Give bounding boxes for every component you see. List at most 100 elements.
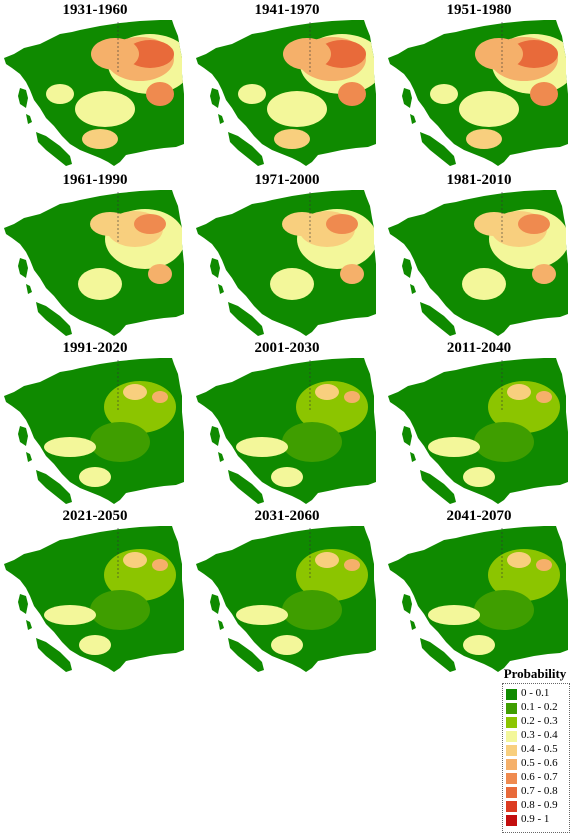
probability-zone (79, 635, 111, 655)
probability-map (196, 20, 376, 166)
legend-label: 0.9 - 1 (521, 813, 550, 825)
panel-title: 1981-2010 (446, 172, 512, 188)
probability-surface (236, 549, 368, 655)
probability-zone (123, 552, 147, 568)
island (210, 88, 220, 108)
probability-zone (338, 82, 366, 106)
probability-surface (236, 381, 368, 487)
legend-swatch (506, 731, 517, 742)
probability-zone (428, 605, 480, 625)
probability-zone (44, 605, 96, 625)
panel-title: 2001-2030 (254, 340, 320, 356)
island (410, 284, 416, 294)
probability-zone (79, 467, 111, 487)
panel-title: 1931-1960 (62, 2, 128, 18)
island (26, 620, 32, 630)
probability-zone (315, 552, 339, 568)
probability-zone (507, 552, 531, 568)
island (18, 258, 28, 278)
probability-zone (340, 264, 364, 284)
probability-zone (474, 212, 514, 236)
probability-zone (428, 437, 480, 457)
island (410, 620, 416, 630)
legend-label: 0.5 - 0.6 (521, 757, 558, 769)
probability-map (4, 20, 184, 166)
probability-zone (90, 422, 150, 462)
map-panel: 1951-1980 (384, 0, 574, 170)
probability-zone (236, 605, 288, 625)
probability-zone (536, 559, 552, 571)
probability-surface (430, 34, 568, 149)
probability-zone (518, 214, 550, 234)
island (420, 638, 456, 672)
probability-zone (510, 40, 558, 68)
probability-surface (428, 381, 560, 487)
probability-zone (474, 590, 534, 630)
probability-zone (146, 82, 174, 106)
probability-zone (270, 268, 314, 300)
probability-zone (462, 268, 506, 300)
probability-zone (466, 129, 502, 149)
map-panel: 1991-2020 (0, 338, 190, 508)
legend-box: 0 - 0.1 0.1 - 0.2 0.2 - 0.3 0.3 - 0.4 0.… (502, 683, 570, 833)
legend-title: Probability (503, 666, 567, 681)
probability-zone (344, 559, 360, 571)
probability-zone (530, 82, 558, 106)
map-panel: 1971-2000 (192, 170, 382, 340)
probability-zone (463, 635, 495, 655)
legend-swatch (506, 773, 517, 784)
probability-zone (318, 40, 366, 68)
map-panel: 2031-2060 (192, 506, 382, 676)
probability-zone (78, 268, 122, 300)
probability-zone (315, 384, 339, 400)
island (420, 302, 456, 336)
map-panel: 2011-2040 (384, 338, 574, 508)
panel-title: 1991-2020 (62, 340, 128, 356)
panel-title: 1971-2000 (254, 172, 320, 188)
island (18, 594, 28, 614)
probability-zone (271, 635, 303, 655)
probability-zone (283, 38, 331, 70)
probability-surface (462, 209, 568, 300)
probability-zone (90, 212, 130, 236)
legend: Probability 0 - 0.1 0.1 - 0.2 0.2 - 0.3 … (500, 666, 570, 833)
island (402, 258, 412, 278)
island (228, 638, 264, 672)
probability-map (196, 526, 376, 672)
probability-zone (134, 214, 166, 234)
probability-zone (459, 91, 519, 127)
legend-label: 0 - 0.1 (521, 687, 550, 699)
island (228, 470, 264, 504)
island (218, 620, 224, 630)
probability-zone (44, 437, 96, 457)
panel-title: 2041-2070 (446, 508, 512, 524)
legend-swatch (506, 759, 517, 770)
probability-zone (326, 214, 358, 234)
probability-zone (236, 437, 288, 457)
probability-map (388, 526, 568, 672)
probability-map (196, 358, 376, 504)
probability-map (388, 190, 568, 336)
island (36, 638, 72, 672)
probability-zone (75, 91, 135, 127)
island (36, 470, 72, 504)
island (26, 452, 32, 462)
probability-zone (430, 84, 458, 104)
island (218, 284, 224, 294)
probability-surface (428, 549, 560, 655)
panel-title: 2031-2060 (254, 508, 320, 524)
probability-zone (152, 559, 168, 571)
probability-zone (274, 129, 310, 149)
probability-zone (463, 467, 495, 487)
probability-zone (123, 384, 147, 400)
probability-zone (536, 391, 552, 403)
legend-label: 0.1 - 0.2 (521, 701, 558, 713)
legend-label: 0.3 - 0.4 (521, 729, 558, 741)
probability-zone (282, 422, 342, 462)
legend-label: 0.7 - 0.8 (521, 785, 558, 797)
probability-zone (90, 590, 150, 630)
probability-surface (46, 34, 184, 149)
probability-zone (91, 38, 139, 70)
island (26, 114, 32, 124)
probability-zone (46, 84, 74, 104)
